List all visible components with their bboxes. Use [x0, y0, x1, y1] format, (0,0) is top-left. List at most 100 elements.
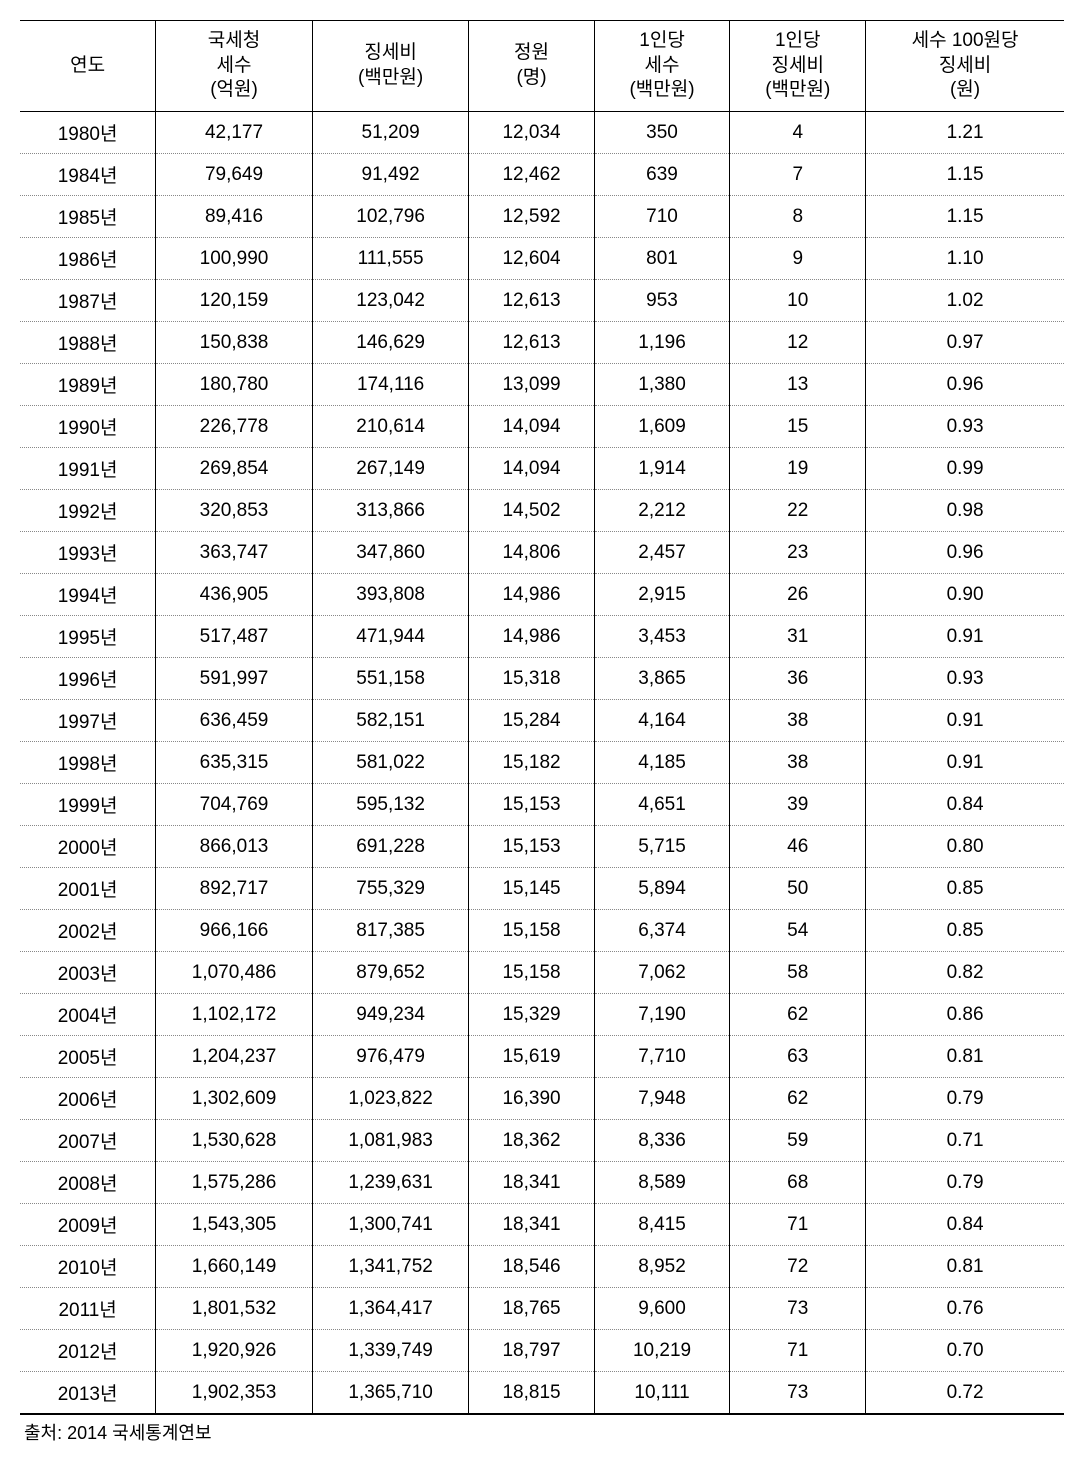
table-cell: 966,166	[156, 910, 313, 952]
table-row: 1992년320,853313,86614,5022,212220.98	[20, 490, 1064, 532]
table-cell: 1,660,149	[156, 1246, 313, 1288]
table-cell: 949,234	[312, 994, 469, 1036]
table-cell: 1990년	[20, 406, 156, 448]
table-cell: 639	[594, 154, 730, 196]
table-cell: 62	[730, 994, 866, 1036]
table-cell: 817,385	[312, 910, 469, 952]
table-cell: 72	[730, 1246, 866, 1288]
table-cell: 22	[730, 490, 866, 532]
table-cell: 1,302,609	[156, 1078, 313, 1120]
table-cell: 15,182	[469, 742, 594, 784]
table-cell: 2004년	[20, 994, 156, 1036]
table-cell: 12,592	[469, 196, 594, 238]
table-row: 2000년866,013691,22815,1535,715460.80	[20, 826, 1064, 868]
table-cell: 0.81	[866, 1036, 1064, 1078]
table-row: 2007년1,530,6281,081,98318,3628,336590.71	[20, 1120, 1064, 1162]
table-cell: 347,860	[312, 532, 469, 574]
table-cell: 0.79	[866, 1078, 1064, 1120]
table-row: 2005년1,204,237976,47915,6197,710630.81	[20, 1036, 1064, 1078]
table-cell: 15,284	[469, 700, 594, 742]
table-cell: 68	[730, 1162, 866, 1204]
table-cell: 42,177	[156, 112, 313, 154]
table-cell: 18,362	[469, 1120, 594, 1162]
table-row: 1993년363,747347,86014,8062,457230.96	[20, 532, 1064, 574]
table-row: 1996년591,997551,15815,3183,865360.93	[20, 658, 1064, 700]
table-row: 1998년635,315581,02215,1824,185380.91	[20, 742, 1064, 784]
table-row: 2011년1,801,5321,364,41718,7659,600730.76	[20, 1288, 1064, 1330]
table-cell: 1999년	[20, 784, 156, 826]
table-cell: 436,905	[156, 574, 313, 616]
table-cell: 4,651	[594, 784, 730, 826]
table-cell: 2005년	[20, 1036, 156, 1078]
table-cell: 0.97	[866, 322, 1064, 364]
table-cell: 1980년	[20, 112, 156, 154]
table-cell: 879,652	[312, 952, 469, 994]
table-cell: 393,808	[312, 574, 469, 616]
table-cell: 0.76	[866, 1288, 1064, 1330]
table-row: 1986년100,990111,55512,60480191.10	[20, 238, 1064, 280]
table-cell: 1984년	[20, 154, 156, 196]
table-cell: 14,806	[469, 532, 594, 574]
table-cell: 7,190	[594, 994, 730, 1036]
table-cell: 0.70	[866, 1330, 1064, 1372]
table-cell: 267,149	[312, 448, 469, 490]
table-cell: 15,158	[469, 952, 594, 994]
table-cell: 73	[730, 1288, 866, 1330]
table-cell: 12,613	[469, 322, 594, 364]
table-cell: 62	[730, 1078, 866, 1120]
table-cell: 0.96	[866, 364, 1064, 406]
table-cell: 12	[730, 322, 866, 364]
table-cell: 582,151	[312, 700, 469, 742]
table-cell: 1988년	[20, 322, 156, 364]
table-row: 1999년704,769595,13215,1534,651390.84	[20, 784, 1064, 826]
table-cell: 1,801,532	[156, 1288, 313, 1330]
table-cell: 1.10	[866, 238, 1064, 280]
table-cell: 2013년	[20, 1372, 156, 1415]
table-cell: 0.84	[866, 1204, 1064, 1246]
table-cell: 46	[730, 826, 866, 868]
table-cell: 174,116	[312, 364, 469, 406]
table-cell: 1996년	[20, 658, 156, 700]
table-cell: 1,341,752	[312, 1246, 469, 1288]
table-cell: 0.71	[866, 1120, 1064, 1162]
table-row: 1984년79,64991,49212,46263971.15	[20, 154, 1064, 196]
table-row: 1988년150,838146,62912,6131,196120.97	[20, 322, 1064, 364]
col-header-nts-revenue: 국세청 세수 (억원)	[156, 21, 313, 112]
table-cell: 1,364,417	[312, 1288, 469, 1330]
table-cell: 102,796	[312, 196, 469, 238]
table-cell: 4,164	[594, 700, 730, 742]
table-cell: 0.90	[866, 574, 1064, 616]
table-row: 2006년1,302,6091,023,82216,3907,948620.79	[20, 1078, 1064, 1120]
table-cell: 7	[730, 154, 866, 196]
table-cell: 8,952	[594, 1246, 730, 1288]
table-cell: 0.99	[866, 448, 1064, 490]
table-row: 2004년1,102,172949,23415,3297,190620.86	[20, 994, 1064, 1036]
table-cell: 1.15	[866, 196, 1064, 238]
table-cell: 1993년	[20, 532, 156, 574]
table-cell: 18,815	[469, 1372, 594, 1415]
table-cell: 1986년	[20, 238, 156, 280]
table-cell: 31	[730, 616, 866, 658]
col-header-collection-cost: 징세비 (백만원)	[312, 21, 469, 112]
table-cell: 14,094	[469, 448, 594, 490]
table-cell: 3,865	[594, 658, 730, 700]
table-cell: 15,153	[469, 826, 594, 868]
table-cell: 2009년	[20, 1204, 156, 1246]
table-cell: 1,081,983	[312, 1120, 469, 1162]
table-cell: 2006년	[20, 1078, 156, 1120]
table-cell: 14,986	[469, 616, 594, 658]
table-cell: 471,944	[312, 616, 469, 658]
table-cell: 15,329	[469, 994, 594, 1036]
table-cell: 1,339,749	[312, 1330, 469, 1372]
table-cell: 2008년	[20, 1162, 156, 1204]
table-cell: 15,318	[469, 658, 594, 700]
table-cell: 1,902,353	[156, 1372, 313, 1415]
table-cell: 14,094	[469, 406, 594, 448]
table-cell: 8,589	[594, 1162, 730, 1204]
table-cell: 636,459	[156, 700, 313, 742]
table-cell: 1,914	[594, 448, 730, 490]
table-cell: 10,111	[594, 1372, 730, 1415]
table-cell: 1,204,237	[156, 1036, 313, 1078]
table-cell: 1992년	[20, 490, 156, 532]
table-row: 2003년1,070,486879,65215,1587,062580.82	[20, 952, 1064, 994]
